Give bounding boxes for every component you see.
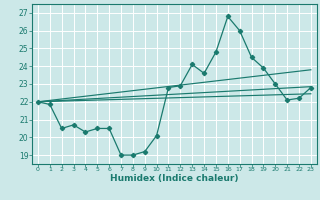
X-axis label: Humidex (Indice chaleur): Humidex (Indice chaleur) [110,174,239,183]
